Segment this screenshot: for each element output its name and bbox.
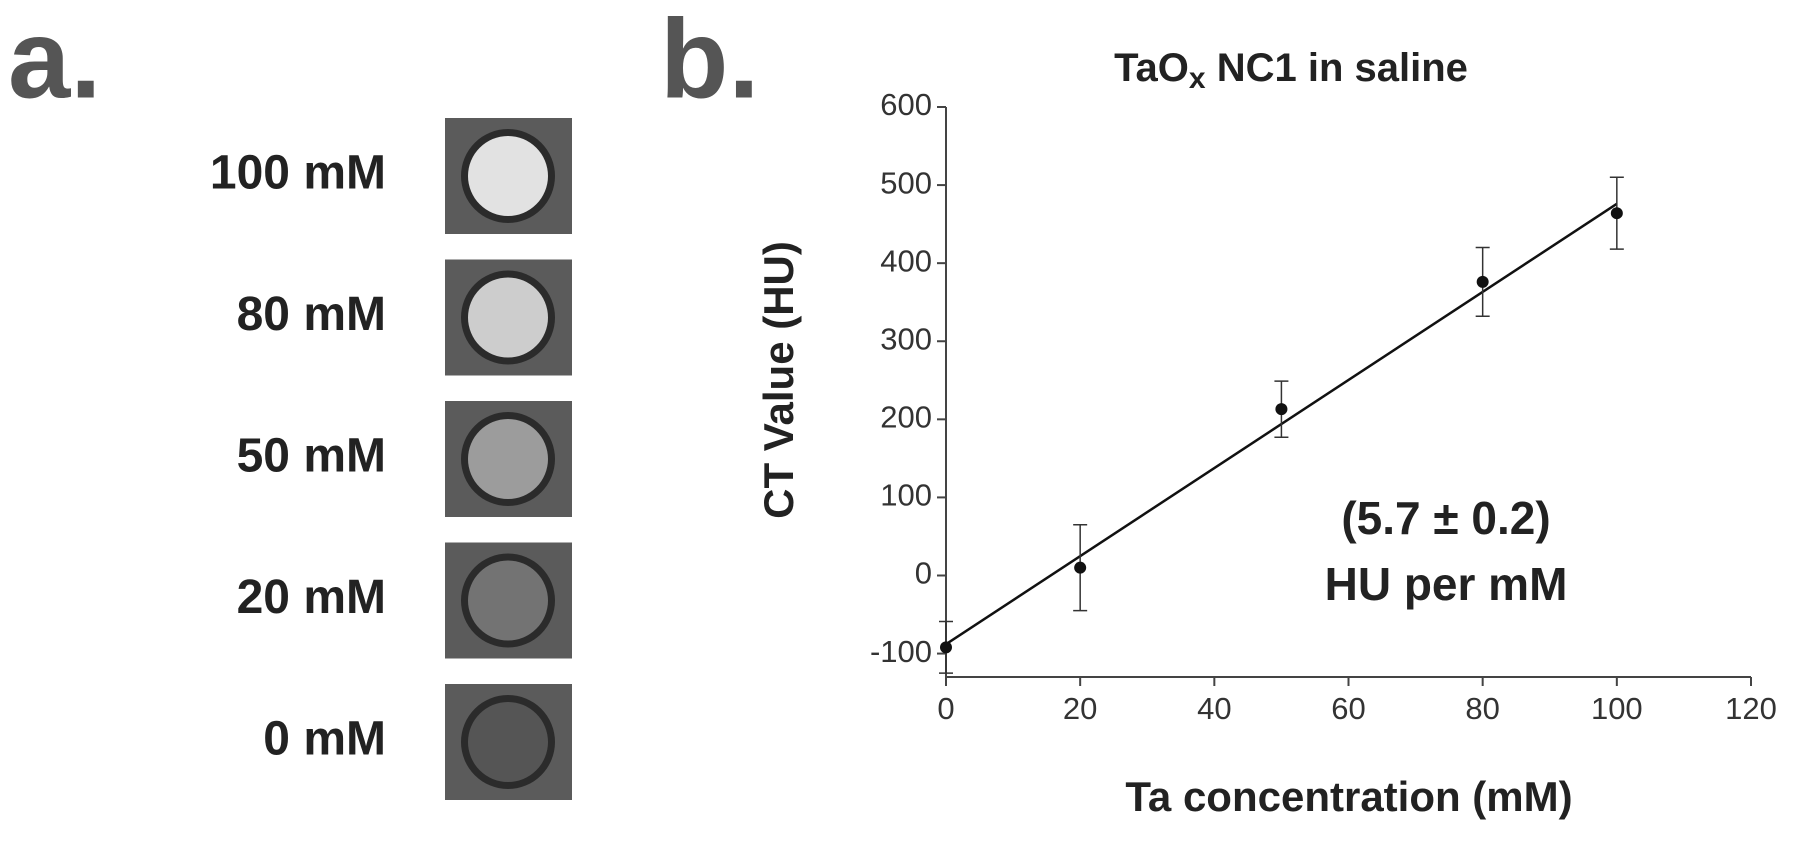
phantom-sample	[468, 136, 548, 216]
x-tick-label: 80	[1465, 691, 1499, 726]
data-point	[1275, 403, 1288, 416]
phantom-sample	[468, 702, 548, 782]
phantom-label: 80 mM	[237, 288, 386, 341]
data-point	[1610, 207, 1623, 220]
x-axis-label: Ta concentration (mM)	[1125, 773, 1572, 820]
y-tick-label: -100	[870, 634, 932, 669]
title-subscript: x	[1189, 62, 1206, 95]
y-tick-label: 200	[880, 400, 932, 435]
annotation: HU per mM	[1325, 558, 1568, 610]
y-tick-label: 300	[880, 321, 932, 356]
panel-label: a.	[8, 0, 101, 122]
chart-title: TaOx NC1 in saline	[1114, 46, 1468, 95]
phantom-label: 0 mM	[263, 713, 386, 766]
x-tick-label: 0	[937, 691, 954, 726]
x-tick-label: 120	[1725, 691, 1777, 726]
x-tick-label: 100	[1591, 691, 1643, 726]
phantom-label: 20 mM	[237, 571, 386, 624]
annotation: (5.7 ± 0.2)	[1341, 492, 1550, 544]
y-tick-label: 0	[915, 556, 932, 591]
x-tick-label: 60	[1331, 691, 1365, 726]
phantom-sample	[468, 419, 548, 499]
panel-label: b.	[660, 0, 760, 122]
data-point	[1074, 561, 1087, 574]
x-tick-label: 20	[1063, 691, 1097, 726]
data-point	[940, 641, 952, 654]
phantom-sample	[468, 277, 548, 358]
title-part: TaO	[1114, 46, 1189, 90]
phantom-label: 50 mM	[237, 430, 386, 483]
y-tick-label: 600	[880, 87, 932, 122]
y-tick-label: 400	[880, 243, 932, 278]
x-tick-label: 40	[1197, 691, 1231, 726]
y-tick-label: 100	[880, 478, 932, 513]
data-point	[1476, 275, 1489, 288]
y-tick-label: 500	[880, 165, 932, 200]
y-axis-label: CT Value (HU)	[755, 241, 802, 519]
phantom-label: 100 mM	[210, 147, 386, 200]
phantom-sample	[468, 560, 548, 641]
title-part: NC1 in saline	[1206, 46, 1468, 90]
